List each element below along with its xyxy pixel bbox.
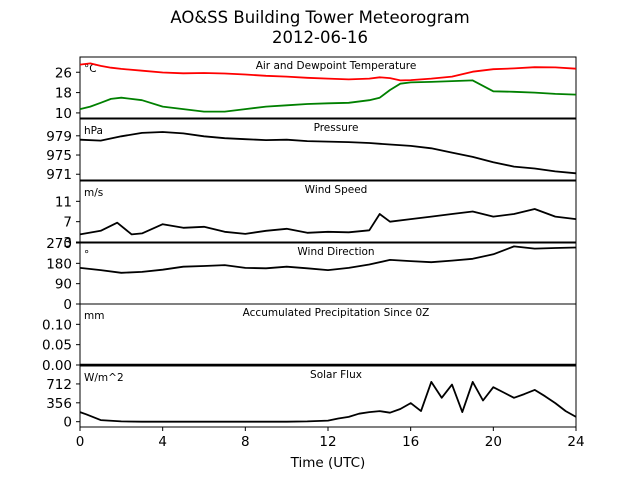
ytick-label-wind-speed: 7 bbox=[63, 215, 72, 231]
panel-title-wind-direction: Wind Direction bbox=[297, 246, 374, 258]
ytick-label-precip: 0.00 bbox=[42, 358, 72, 374]
xtick-label: 16 bbox=[402, 434, 419, 450]
panel-title-temp: Air and Dewpoint Temperature bbox=[256, 60, 417, 72]
xtick-label: 0 bbox=[76, 434, 85, 450]
panel-unit-temp: °C bbox=[84, 63, 97, 75]
ytick-label-pressure: 971 bbox=[46, 167, 72, 183]
xtick-label: 24 bbox=[567, 434, 584, 450]
ytick-label-precip: 0.05 bbox=[42, 338, 72, 354]
panel-title-precip: Accumulated Precipitation Since 0Z bbox=[243, 307, 430, 319]
ytick-label-wind-speed: 3 bbox=[63, 235, 72, 251]
xtick-label: 12 bbox=[319, 434, 336, 450]
panel-frame-pressure bbox=[79, 118, 577, 181]
panel-title-solar: Solar Flux bbox=[310, 369, 362, 381]
series-line-pressure-0 bbox=[79, 131, 577, 175]
panel-title-wind-speed: Wind Speed bbox=[305, 184, 368, 196]
xtick-label: 4 bbox=[158, 434, 167, 450]
series-line-temp-0 bbox=[79, 62, 577, 82]
series-line-wind-direction-0 bbox=[79, 245, 577, 274]
panel-unit-precip: mm bbox=[84, 310, 104, 322]
ytick-label-precip: 0.10 bbox=[42, 317, 72, 333]
xtick-label: 8 bbox=[241, 434, 250, 450]
ytick-label-solar: 712 bbox=[46, 377, 72, 393]
ytick-label-pressure: 979 bbox=[46, 129, 72, 145]
panel-unit-pressure: hPa bbox=[84, 125, 103, 137]
ytick-label-temp: 26 bbox=[55, 65, 72, 81]
panel-title-pressure: Pressure bbox=[314, 122, 359, 134]
ytick-label-pressure: 975 bbox=[46, 148, 72, 164]
ytick-label-wind-direction: 270 bbox=[46, 236, 72, 252]
panel-frame-wind-speed bbox=[79, 180, 577, 243]
series-line-wind-speed-0 bbox=[79, 208, 577, 236]
ytick-label-wind-speed: 11 bbox=[55, 194, 72, 210]
ytick-label-temp: 18 bbox=[55, 86, 72, 102]
ytick-label-wind-direction: 90 bbox=[55, 277, 72, 293]
panel-frame-temp bbox=[79, 56, 577, 119]
ytick-label-solar: 0 bbox=[63, 415, 72, 431]
panel-unit-solar: W/m^2 bbox=[84, 372, 124, 384]
x-axis-label: Time (UTC) bbox=[290, 455, 366, 471]
ytick-label-solar: 356 bbox=[46, 396, 72, 412]
panel-unit-wind-speed: m/s bbox=[84, 187, 103, 199]
ytick-label-wind-direction: 180 bbox=[46, 256, 72, 272]
series-line-temp-1 bbox=[79, 79, 577, 113]
ytick-label-wind-direction: 0 bbox=[63, 297, 72, 313]
xtick-label: 20 bbox=[485, 434, 502, 450]
chart-subtitle: 2012-06-16 bbox=[272, 28, 368, 47]
series-line-solar-0 bbox=[79, 380, 577, 423]
panel-unit-wind-direction: ° bbox=[84, 249, 89, 261]
ytick-label-temp: 10 bbox=[55, 106, 72, 122]
chart-title: AO&SS Building Tower Meteorogram bbox=[170, 8, 470, 27]
